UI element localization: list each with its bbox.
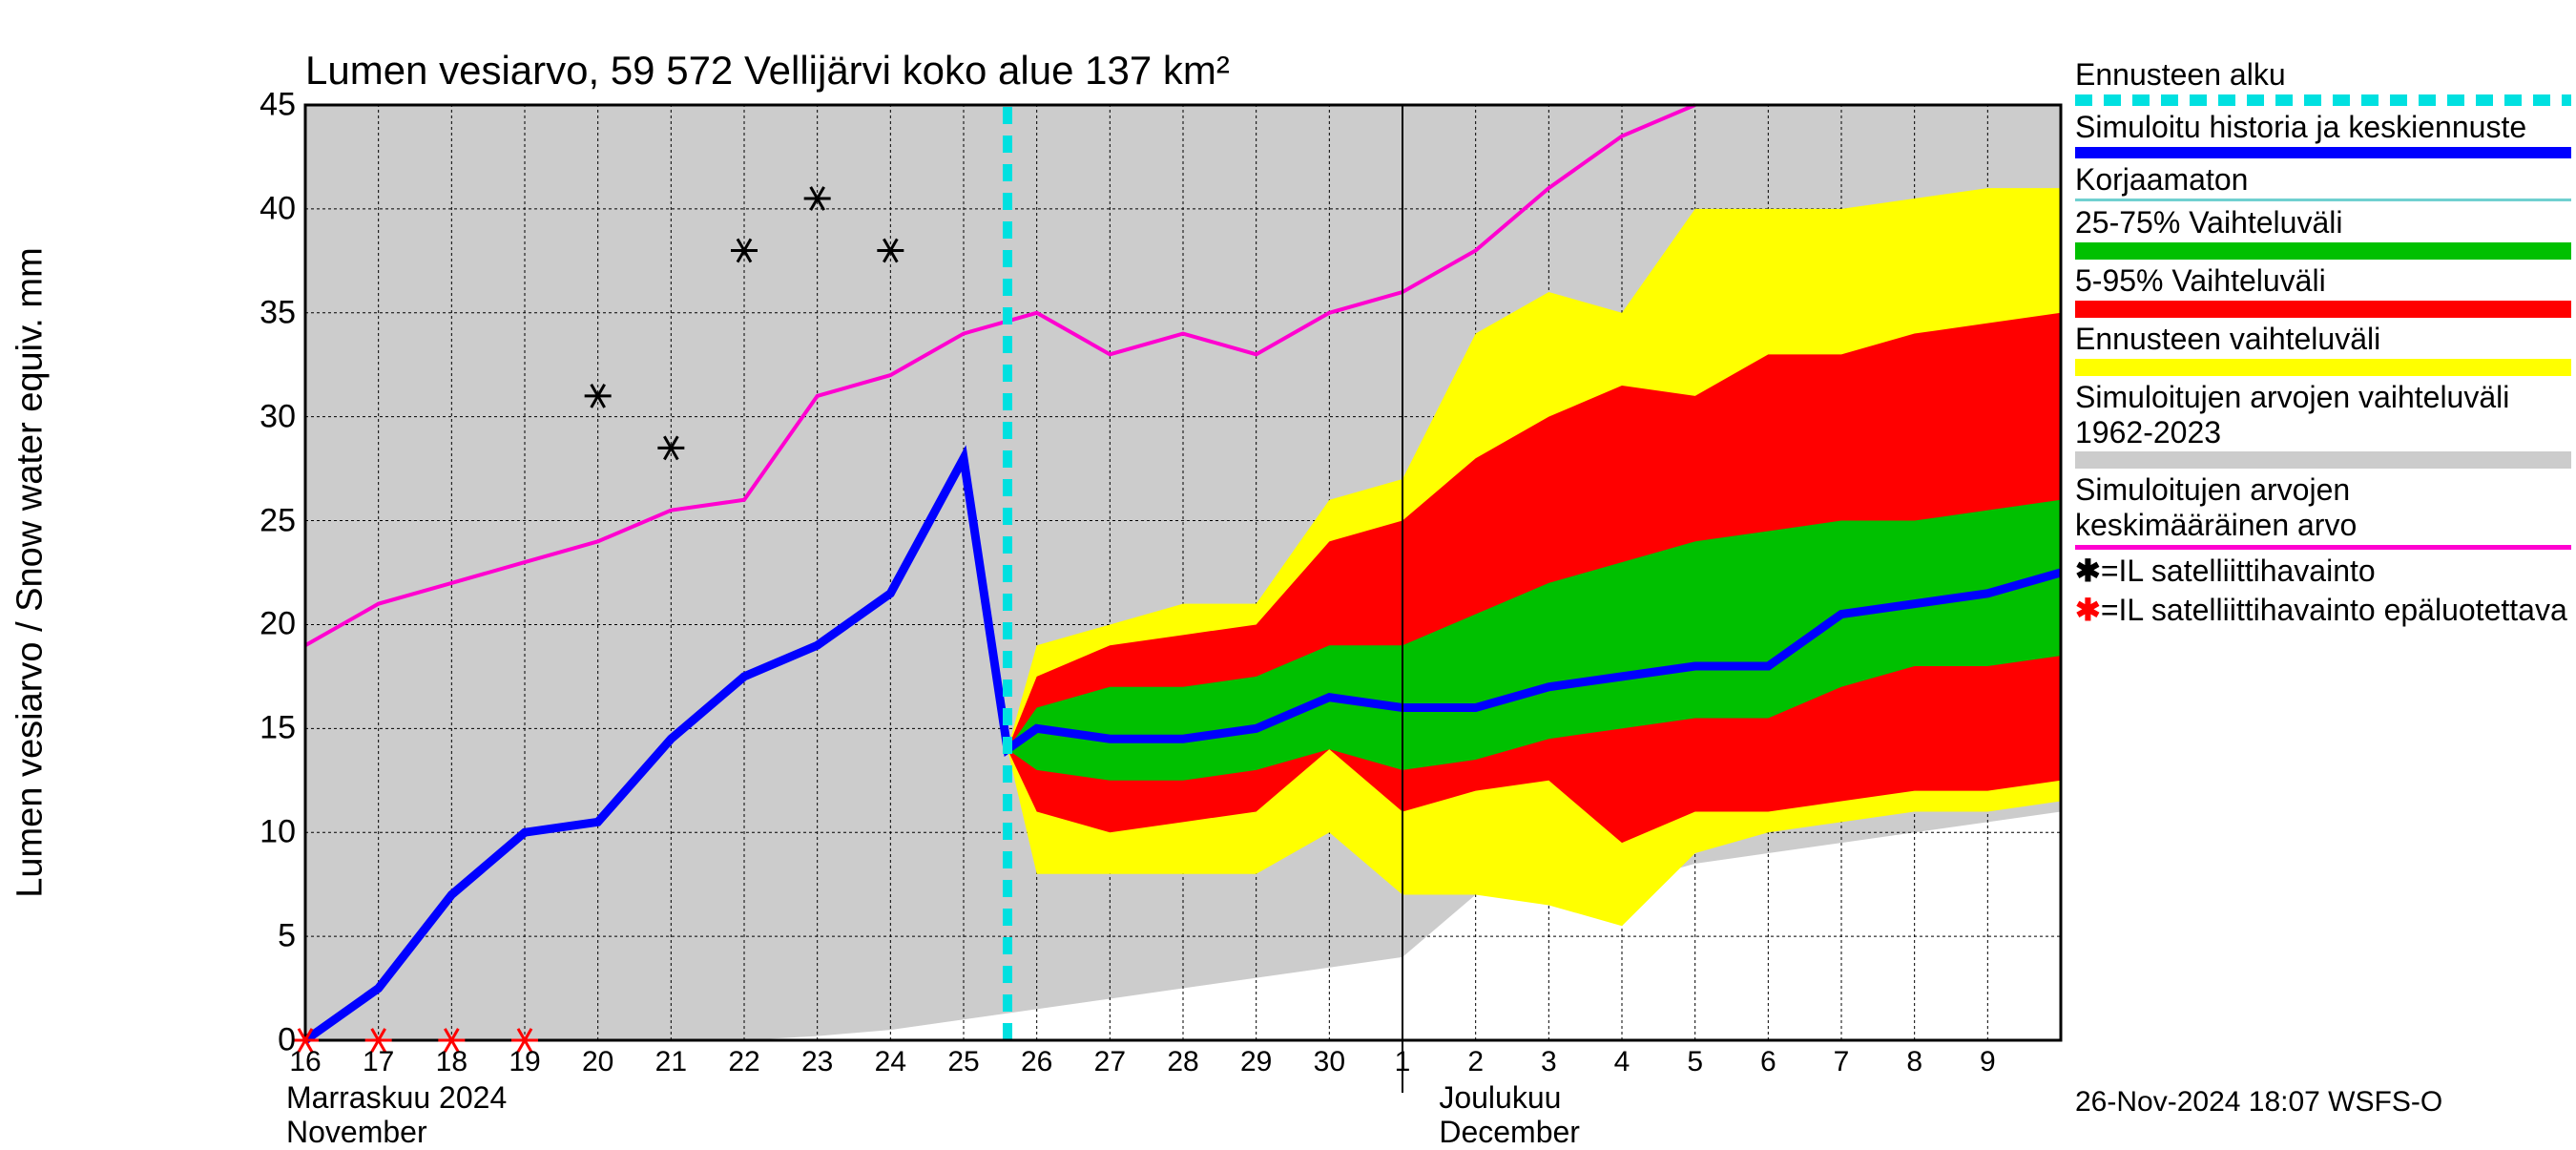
legend-label: Simuloitujen arvojen keskimääräinen arvo: [2075, 472, 2571, 543]
y-tick-label: 30: [210, 398, 296, 435]
chart-container: Lumen vesiarvo, 59 572 Vellijärvi koko a…: [0, 0, 2576, 1145]
legend-swatch: [2075, 147, 2571, 158]
chart-title: Lumen vesiarvo, 59 572 Vellijärvi koko a…: [305, 48, 1230, 94]
legend-item: 5-95% Vaihteluväli: [2075, 263, 2571, 318]
legend-swatch: [2075, 359, 2571, 376]
legend-label: Simuloitujen arvojen vaihteluväli 1962-2…: [2075, 380, 2571, 450]
footer-timestamp: 26-Nov-2024 18:07 WSFS-O: [2075, 1086, 2442, 1119]
x-tick-label: 18: [436, 1046, 467, 1078]
legend-label: Korjaamaton: [2075, 162, 2571, 198]
x-tick-label: 27: [1094, 1046, 1126, 1078]
y-tick-label: 45: [210, 87, 296, 124]
y-tick-label: 25: [210, 502, 296, 539]
legend-item: Simuloitujen arvojen vaihteluväli 1962-2…: [2075, 380, 2571, 470]
legend-swatch: [2075, 242, 2571, 260]
month1-en: November: [286, 1115, 427, 1150]
legend-label: Ennusteen alku: [2075, 57, 2571, 93]
x-tick-label: 23: [801, 1046, 833, 1078]
legend-label: ✱=IL satelliittihavainto: [2075, 554, 2571, 589]
legend-swatch: [2075, 94, 2571, 106]
legend-label: Ennusteen vaihteluväli: [2075, 322, 2571, 357]
legend-item: Korjaamaton: [2075, 162, 2571, 202]
x-tick-label: 6: [1760, 1046, 1776, 1078]
y-axis-label: Lumen vesiarvo / Snow water equiv. mm: [10, 247, 52, 897]
x-tick-label: 1: [1395, 1046, 1411, 1078]
month2-en: December: [1439, 1115, 1580, 1150]
x-tick-label: 3: [1541, 1046, 1557, 1078]
y-tick-label: 20: [210, 606, 296, 643]
x-tick-label: 26: [1021, 1046, 1052, 1078]
x-tick-label: 8: [1906, 1046, 1922, 1078]
month1-fi: Marraskuu 2024: [286, 1080, 507, 1116]
month2-fi: Joulukuu: [1439, 1080, 1561, 1116]
legend-swatch: [2075, 301, 2571, 318]
x-tick-label: 28: [1167, 1046, 1198, 1078]
legend-item: ✱=IL satelliittihavainto: [2075, 554, 2571, 589]
legend-label: 25-75% Vaihteluväli: [2075, 205, 2571, 240]
x-tick-label: 29: [1240, 1046, 1272, 1078]
x-tick-label: 2: [1467, 1046, 1484, 1078]
legend-label: 5-95% Vaihteluväli: [2075, 263, 2571, 299]
x-tick-label: 9: [1980, 1046, 1996, 1078]
y-tick-label: 10: [210, 814, 296, 851]
y-tick-label: 0: [210, 1022, 296, 1059]
x-tick-label: 19: [509, 1046, 540, 1078]
legend-label: ✱=IL satelliittihavainto epäluotettava: [2075, 593, 2571, 628]
x-tick-label: 7: [1834, 1046, 1850, 1078]
x-tick-label: 5: [1687, 1046, 1703, 1078]
x-tick-label: 24: [875, 1046, 906, 1078]
legend-item: Simuloitujen arvojen keskimääräinen arvo: [2075, 472, 2571, 550]
x-tick-label: 30: [1314, 1046, 1345, 1078]
legend-swatch: [2075, 451, 2571, 469]
star-icon: ✱: [2075, 554, 2101, 588]
x-tick-label: 16: [289, 1046, 321, 1078]
x-tick-label: 25: [947, 1046, 979, 1078]
legend-item: Simuloitu historia ja keskiennuste: [2075, 110, 2571, 158]
x-tick-label: 4: [1614, 1046, 1631, 1078]
y-tick-label: 5: [210, 918, 296, 955]
x-tick-label: 21: [655, 1046, 687, 1078]
legend-swatch: [2075, 545, 2571, 550]
x-tick-label: 22: [728, 1046, 759, 1078]
y-tick-label: 15: [210, 710, 296, 747]
y-tick-label: 35: [210, 294, 296, 331]
y-tick-label: 40: [210, 190, 296, 227]
legend-item: 25-75% Vaihteluväli: [2075, 205, 2571, 260]
legend: Ennusteen alku Simuloitu historia ja kesk…: [2075, 57, 2571, 632]
legend-item: ✱=IL satelliittihavainto epäluotettava: [2075, 593, 2571, 628]
legend-swatch: [2075, 199, 2571, 201]
legend-item: Ennusteen vaihteluväli: [2075, 322, 2571, 376]
legend-label: Simuloitu historia ja keskiennuste: [2075, 110, 2571, 145]
legend-item: Ennusteen alku: [2075, 57, 2571, 106]
x-tick-label: 20: [582, 1046, 613, 1078]
star-icon: ✱: [2075, 593, 2101, 627]
x-tick-label: 17: [363, 1046, 394, 1078]
